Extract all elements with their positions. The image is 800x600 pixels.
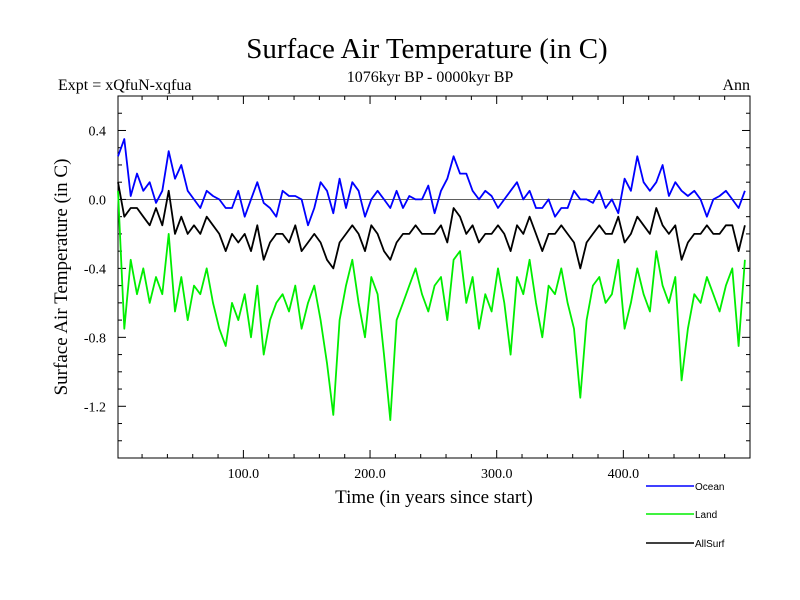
series-lines [117,138,746,422]
season-label: Ann [722,77,750,94]
y-tick-label: 0.0 [89,193,107,208]
legend-label-ocean: Ocean [695,482,724,493]
y-tick-label: -0.4 [84,262,106,277]
plot-area: 100.0 200.0 300.0 400.0 0.4 0.0 -0.4 -0.8 -1.2 [84,95,751,482]
chart-title: Surface Air Temperature (in C) [246,33,607,65]
legend-label-allsurf: AllSurf [695,539,725,550]
time-range-label: 1076kyr BP - 0000kyr BP [347,69,514,86]
legend-label-land: Land [695,510,717,521]
x-axis-label: Time (in years since start) [335,487,533,508]
y-tick-label: 0.4 [89,124,107,139]
x-axis-ticks: 100.0 200.0 300.0 400.0 [141,96,726,482]
plot-frame [117,95,751,459]
y-tick-label: -0.8 [84,331,106,346]
x-tick-label: 400.0 [608,467,640,482]
y-axis-ticks: 0.4 0.0 -0.4 -0.8 -1.2 [84,95,750,442]
x-tick-label: 100.0 [228,467,260,482]
land-series-line [117,190,746,422]
x-tick-label: 300.0 [481,467,513,482]
legend: Ocean Land AllSurf [646,482,725,550]
x-tick-label: 200.0 [354,467,386,482]
y-axis-label: Surface Air Temperature (in C) [51,159,72,396]
y-tick-label: -1.2 [84,400,106,415]
experiment-label: Expt = xQfuN-xqfua [58,77,191,94]
allsurf-series-line [117,182,746,270]
ocean-series-line [117,138,746,227]
